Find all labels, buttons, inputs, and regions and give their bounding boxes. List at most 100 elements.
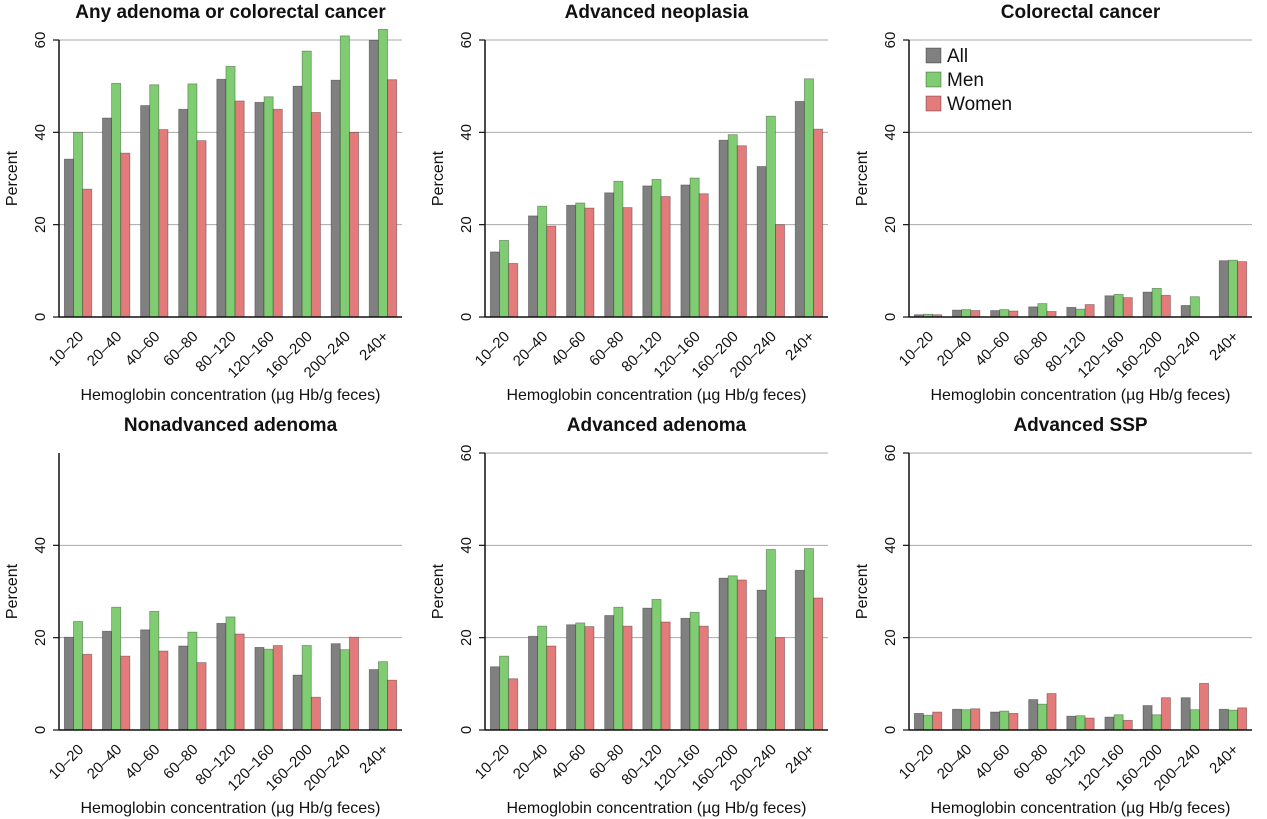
bar-all [140, 629, 151, 731]
bar-women [622, 625, 633, 731]
y-tick-label: 0 [32, 313, 49, 321]
x-tick-label: 240+ [356, 328, 392, 364]
bar-women [1008, 310, 1019, 318]
x-axis-label: Hemoglobin concentration (µg Hb/g feces) [930, 800, 1230, 817]
bar-men [537, 625, 548, 731]
y-tick-label: 60 [882, 32, 899, 49]
x-tick-label: 10–20 [46, 741, 88, 783]
bar-all [489, 666, 500, 731]
y-axis-label: Percent [854, 563, 871, 619]
bar-men [377, 661, 388, 731]
y-tick-label: 40 [882, 537, 899, 554]
bar-all [1142, 291, 1153, 318]
bar-men [263, 96, 274, 318]
bar-all [718, 577, 729, 731]
bar-men [1227, 709, 1238, 731]
bar-all [642, 185, 653, 318]
bar-men [263, 648, 274, 731]
bar-all [642, 607, 653, 731]
bar-women [508, 263, 519, 318]
bar-women [272, 645, 283, 731]
x-tick-label: 40–60 [972, 741, 1014, 783]
bar-men [377, 28, 388, 318]
bar-women [1084, 717, 1095, 731]
bar-men [1075, 715, 1086, 731]
bar-women [813, 597, 824, 731]
bar-women [196, 662, 207, 731]
bar-all [756, 589, 767, 731]
bar-men [803, 78, 814, 318]
chart-panel: Advanced neoplasia 0 20 40 60 Percent 10–2020–… [430, 2, 828, 404]
chart-panel: Colorectal cancer 0 20 40 60 Percent 10–2020–4… [854, 2, 1252, 404]
bar-men [225, 616, 236, 731]
bar-men [961, 309, 972, 318]
bar-all [1066, 306, 1077, 318]
bar-women [932, 711, 943, 731]
bar-men [301, 50, 312, 318]
bar-all [368, 669, 379, 731]
bar-all [368, 40, 379, 318]
bar-men [73, 621, 84, 731]
bar-women [1008, 712, 1019, 731]
x-tick-label: 240+ [356, 741, 392, 777]
x-tick-label: 240+ [782, 328, 818, 364]
y-axis-label: Percent [4, 563, 21, 619]
chart-title: Colorectal cancer [1001, 2, 1161, 23]
bar-women [234, 100, 245, 318]
bar-all [1218, 708, 1229, 731]
bar-women [310, 696, 321, 731]
x-tick-label: 20–40 [84, 328, 126, 370]
y-axis-label: Percent [430, 563, 447, 619]
chart-title: Any adenoma or colorectal cancer [75, 2, 386, 23]
bar-men [499, 239, 510, 318]
x-tick-label: 240+ [1206, 741, 1242, 777]
y-tick-label: 0 [32, 726, 49, 734]
chart-panel: Nonadvanced adenoma 0 20 40 Percent 10–2020–4… [4, 415, 402, 817]
y-tick-label: 60 [458, 32, 475, 49]
bar-women [546, 225, 557, 318]
bar-all [330, 643, 341, 731]
bar-men [1113, 714, 1124, 731]
bar-men [73, 131, 84, 318]
bar-all [756, 166, 767, 318]
bar-women [813, 128, 824, 318]
bar-all [604, 615, 615, 731]
x-tick-label: 240+ [782, 741, 818, 777]
bar-women [196, 140, 207, 318]
bar-all [178, 645, 189, 731]
bar-all [990, 711, 1001, 731]
y-tick-label: 20 [458, 629, 475, 646]
bar-women [387, 79, 398, 318]
x-tick-label: 10–20 [472, 741, 514, 783]
bar-men [727, 134, 738, 318]
bar-women [158, 129, 169, 318]
bar-women [158, 650, 169, 731]
x-tick-label: 10–20 [472, 328, 514, 370]
bar-men [575, 622, 586, 731]
bar-women [698, 625, 709, 731]
bar-all [913, 712, 924, 731]
bar-men [1037, 703, 1048, 731]
bar-men [1227, 259, 1238, 318]
bar-men [575, 202, 586, 318]
bar-women [1084, 304, 1095, 318]
bar-all [216, 622, 227, 731]
bar-women [120, 655, 131, 731]
x-axis-label: Hemoglobin concentration (µg Hb/g feces) [930, 387, 1230, 404]
bar-all [1028, 306, 1039, 318]
bar-men [765, 549, 776, 731]
y-axis-label: Percent [854, 150, 871, 206]
bar-all [292, 674, 303, 731]
y-tick-label: 60 [458, 445, 475, 462]
bar-women [1046, 311, 1057, 318]
bar-women [1160, 697, 1171, 731]
bar-men [499, 655, 510, 731]
bar-all [528, 635, 539, 731]
x-tick-label: 20–40 [510, 328, 552, 370]
bar-men [1075, 308, 1086, 318]
y-tick-label: 20 [32, 629, 49, 646]
x-axis-label: Hemoglobin concentration (µg Hb/g feces) [80, 387, 380, 404]
x-tick-label: 10–20 [896, 328, 938, 370]
y-tick-label: 40 [882, 124, 899, 141]
x-tick-label: 20–40 [84, 741, 126, 783]
